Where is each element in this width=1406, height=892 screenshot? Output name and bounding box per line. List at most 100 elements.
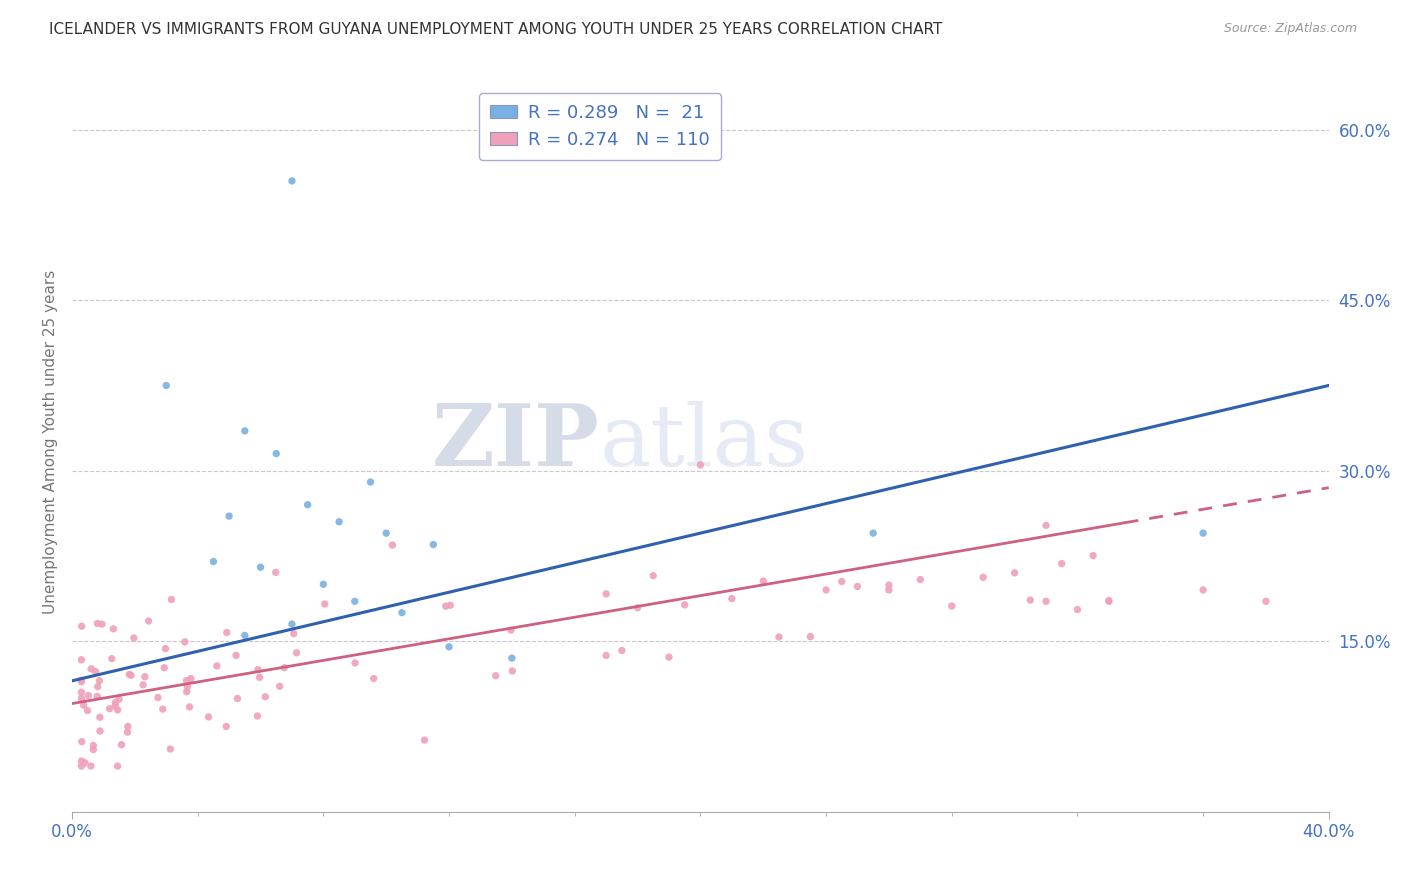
Point (104, 698, 127, 713)
Point (312, 577, 335, 591)
Point (328, 515, 350, 529)
Point (413, 733, 436, 747)
Point (176, 684, 198, 698)
Point (1035, 518, 1057, 533)
Legend: R = 0.289   N =  21, R = 0.274   N = 110: R = 0.289 N = 21, R = 0.274 N = 110 (479, 93, 720, 160)
Point (173, 635, 195, 649)
Point (643, 568, 665, 582)
Point (877, 578, 900, 592)
Point (658, 650, 681, 665)
Point (862, 526, 884, 541)
Point (343, 594, 366, 608)
Point (215, 625, 238, 640)
Text: ICELANDER VS IMMIGRANTS FROM GUYANA UNEMPLOYMENT AMONG YOUTH UNDER 25 YEARS CORR: ICELANDER VS IMMIGRANTS FROM GUYANA UNEM… (49, 22, 942, 37)
Point (254, 690, 277, 704)
Point (499, 623, 522, 637)
Point (89, 673, 111, 688)
Point (176, 673, 198, 688)
Point (375, 526, 398, 541)
Point (86, 680, 108, 694)
Point (281, 174, 304, 188)
Point (314, 597, 336, 611)
Point (86, 616, 108, 631)
Point (1192, 582, 1215, 597)
Point (70, 754, 93, 768)
Point (101, 651, 124, 665)
Point (233, 424, 256, 438)
Point (437, 640, 460, 654)
Point (226, 691, 249, 706)
Point (132, 678, 155, 692)
Point (160, 592, 183, 607)
Point (610, 643, 633, 657)
Point (205, 659, 228, 673)
Point (89, 710, 111, 724)
Point (285, 646, 308, 660)
Point (363, 672, 385, 686)
Point (768, 630, 790, 644)
Point (152, 702, 174, 716)
Point (1035, 594, 1057, 608)
Point (877, 582, 900, 597)
Point (1098, 594, 1121, 608)
Point (70, 673, 93, 688)
Text: ZIP: ZIP (432, 401, 600, 484)
Point (283, 626, 305, 640)
Point (122, 631, 145, 645)
Point (73, 756, 96, 770)
Point (595, 587, 617, 601)
Point (1098, 593, 1121, 607)
Point (159, 742, 181, 756)
Point (501, 664, 523, 678)
Point (846, 580, 869, 594)
Point (626, 600, 648, 615)
Point (218, 509, 240, 524)
Point (70, 653, 93, 667)
Point (134, 670, 156, 684)
Point (1066, 602, 1088, 616)
Point (422, 537, 444, 551)
Point (179, 700, 201, 714)
Point (815, 582, 838, 597)
Point (910, 573, 932, 587)
Point (297, 498, 319, 512)
Point (281, 617, 304, 632)
Point (799, 630, 821, 644)
Point (84, 665, 107, 679)
Point (155, 378, 177, 392)
Point (831, 574, 853, 589)
Text: Source: ZipAtlas.com: Source: ZipAtlas.com (1223, 22, 1357, 36)
Point (146, 690, 169, 705)
Point (180, 672, 202, 686)
Point (249, 560, 271, 574)
Point (1019, 593, 1042, 607)
Point (264, 566, 287, 580)
Point (108, 692, 131, 706)
Point (70, 674, 93, 689)
Point (202, 555, 225, 569)
Point (439, 599, 461, 613)
Point (360, 475, 382, 489)
Point (80, 662, 103, 676)
Point (972, 570, 994, 584)
Point (941, 599, 963, 613)
Point (595, 648, 617, 663)
Point (176, 680, 198, 694)
Point (215, 719, 238, 733)
Point (381, 538, 404, 552)
Point (98, 701, 121, 715)
Point (120, 668, 142, 682)
Point (673, 598, 696, 612)
Point (138, 614, 160, 628)
Point (118, 667, 141, 681)
Point (77, 689, 100, 703)
Point (104, 695, 127, 709)
Point (249, 670, 271, 684)
Point (434, 599, 457, 614)
Point (76, 704, 98, 718)
Point (197, 710, 219, 724)
Point (485, 669, 508, 683)
Point (107, 759, 129, 773)
Point (70, 685, 93, 699)
Point (70, 619, 93, 633)
